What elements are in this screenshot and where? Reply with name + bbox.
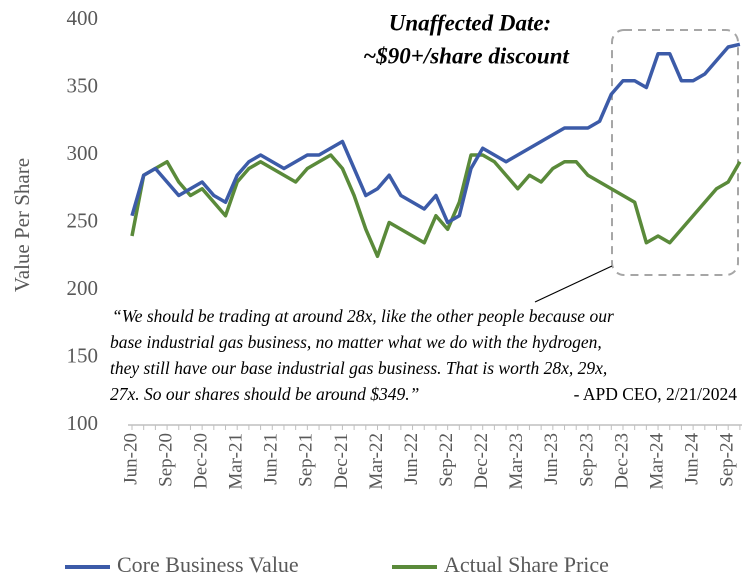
- x-tick-label: Jun-21: [261, 433, 282, 485]
- annotation: Unaffected Date:: [389, 10, 551, 35]
- x-tick-label: Sep-22: [436, 433, 457, 487]
- x-tick-label: Mar-22: [366, 433, 387, 490]
- y-tick-label: 200: [67, 276, 99, 300]
- connector: [534, 265, 613, 303]
- attribution: - APD CEO, 2/21/2024: [574, 384, 738, 404]
- legend-label: Actual Share Price: [444, 552, 609, 577]
- x-tick-label: Jun-22: [401, 433, 422, 485]
- x-tick-label: Mar-24: [646, 433, 667, 490]
- y-tick-label: 400: [67, 6, 99, 30]
- x-tick-label: Sep-20: [155, 433, 176, 487]
- series-line: [130, 153, 742, 258]
- x-tick-label: Dec-22: [471, 433, 492, 489]
- y-tick-label: 150: [67, 343, 99, 367]
- x-tick-label: Sep-23: [576, 433, 597, 487]
- legend-label: Core Business Value: [117, 552, 299, 577]
- x-tick-label: Sep-24: [717, 433, 738, 487]
- x-tick-label: Mar-21: [226, 433, 247, 490]
- y-tick-label: 300: [67, 141, 99, 165]
- x-tick-label: Sep-21: [296, 433, 317, 487]
- quote: base industrial gas business, no matter …: [110, 332, 602, 352]
- x-tick-label: Jun-23: [541, 433, 562, 485]
- y-tick-label: 100: [67, 411, 99, 435]
- y-tick-label: 250: [67, 208, 99, 232]
- annotation: ~$90+/share discount: [363, 43, 569, 68]
- x-tick-label: Dec-20: [190, 433, 211, 489]
- quote: they still have our base industrial gas …: [110, 358, 607, 378]
- x-tick-label: Dec-23: [611, 433, 632, 489]
- quote: “We should be trading at around 28x, lik…: [112, 306, 614, 326]
- x-tick-label: Dec-21: [331, 433, 352, 489]
- y-axis-title: Value Per Share: [10, 158, 34, 292]
- x-tick-label: Jun-20: [120, 433, 141, 485]
- highlight-box: [611, 29, 739, 276]
- series-line: [130, 42, 741, 225]
- y-tick-label: 350: [67, 73, 99, 97]
- x-tick-label: Mar-23: [506, 433, 527, 490]
- x-tick-label: Jun-24: [681, 433, 702, 485]
- quote: 27x. So our shares should be around $349…: [110, 384, 419, 404]
